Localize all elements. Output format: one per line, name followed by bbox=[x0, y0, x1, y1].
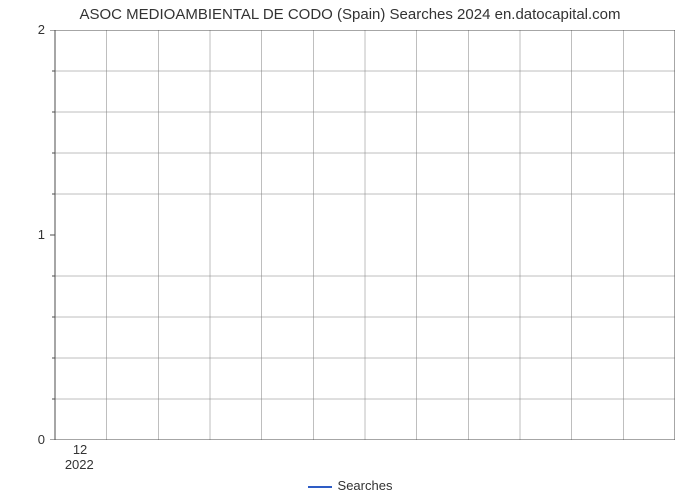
plot-area bbox=[55, 30, 675, 440]
legend-label: Searches bbox=[338, 478, 393, 493]
chart-legend: Searches bbox=[0, 478, 700, 493]
x-tick-label: 12 bbox=[73, 442, 87, 457]
chart-container: ASOC MEDIOAMBIENTAL DE CODO (Spain) Sear… bbox=[0, 0, 700, 500]
y-tick-label: 0 bbox=[38, 432, 45, 447]
x-year-label: 2022 bbox=[65, 457, 94, 472]
y-tick-label: 2 bbox=[38, 22, 45, 37]
chart-grid bbox=[49, 30, 675, 440]
chart-title: ASOC MEDIOAMBIENTAL DE CODO (Spain) Sear… bbox=[0, 6, 700, 23]
legend-line-icon bbox=[308, 486, 332, 488]
y-tick-label: 1 bbox=[38, 227, 45, 242]
